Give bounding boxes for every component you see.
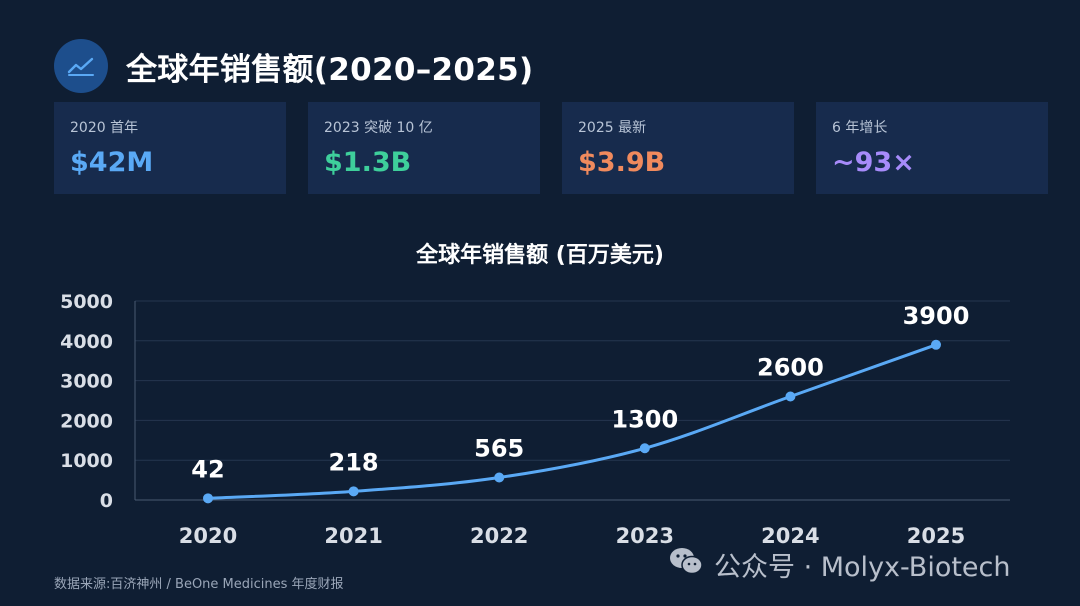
stat-card-value: $1.3B: [324, 147, 412, 178]
stat-card-growth: 6 年增长 ~93×: [816, 102, 1048, 194]
data-label: 218: [329, 448, 379, 476]
stat-card-label: 6 年增长: [832, 120, 888, 136]
stat-card-billion: 2023 突破 10 亿 $1.3B: [308, 102, 540, 194]
stat-card-label: 2025 最新: [578, 120, 647, 136]
data-point: [931, 339, 941, 350]
y-tick-label: 5000: [60, 291, 113, 313]
x-tick-label: 2023: [616, 524, 674, 548]
data-point: [785, 391, 796, 402]
data-label: 1300: [611, 405, 678, 433]
chart-title: 全球年销售额 (百万美元): [416, 243, 664, 268]
stat-card-label: 2020 首年: [70, 120, 139, 136]
source-note: 数据来源:百济神州 / BeOne Medicines 年度财报: [54, 577, 344, 592]
data-point: [494, 472, 505, 483]
stat-card-label: 2023 突破 10 亿: [324, 120, 433, 136]
x-tick-label: 2025: [907, 524, 965, 548]
watermark-text: 公众号 · Molyx-Biotech: [714, 551, 1011, 583]
stat-card-value: ~93×: [832, 147, 915, 178]
wechat-icon: [668, 546, 704, 583]
stat-card-first-year: 2020 首年 $42M: [54, 102, 286, 194]
y-tick-label: 3000: [60, 371, 113, 393]
x-tick-label: 2022: [470, 524, 528, 548]
x-tick-label: 2020: [179, 524, 237, 548]
stat-cards: 2020 首年 $42M 2023 突破 10 亿 $1.3B 2025 最新 …: [54, 102, 1048, 194]
stat-card-value: $3.9B: [578, 147, 666, 178]
data-point: [348, 486, 359, 497]
data-label: 3900: [903, 302, 970, 330]
x-tick-label: 2021: [324, 524, 382, 548]
x-tick-label: 2024: [761, 524, 819, 548]
page-header: 全球年销售额(2020–2025): [54, 38, 534, 94]
data-label: 42: [191, 455, 224, 483]
stat-card-value: $42M: [70, 147, 154, 178]
stat-card-latest: 2025 最新 $3.9B: [562, 102, 794, 194]
series-line: [207, 343, 937, 500]
y-tick-label: 0: [100, 490, 113, 512]
y-tick-label: 1000: [60, 450, 113, 472]
data-label: 2600: [757, 354, 824, 382]
data-point: [639, 443, 650, 454]
page-title: 全球年销售额(2020–2025): [126, 51, 534, 88]
y-tick-label: 2000: [60, 410, 113, 432]
data-label: 565: [474, 435, 524, 463]
y-tick-label: 4000: [60, 331, 113, 353]
data-point: [203, 493, 213, 504]
watermark: 公众号 · Molyx-Biotech: [668, 544, 1011, 584]
trend-chart-icon: [54, 39, 108, 93]
